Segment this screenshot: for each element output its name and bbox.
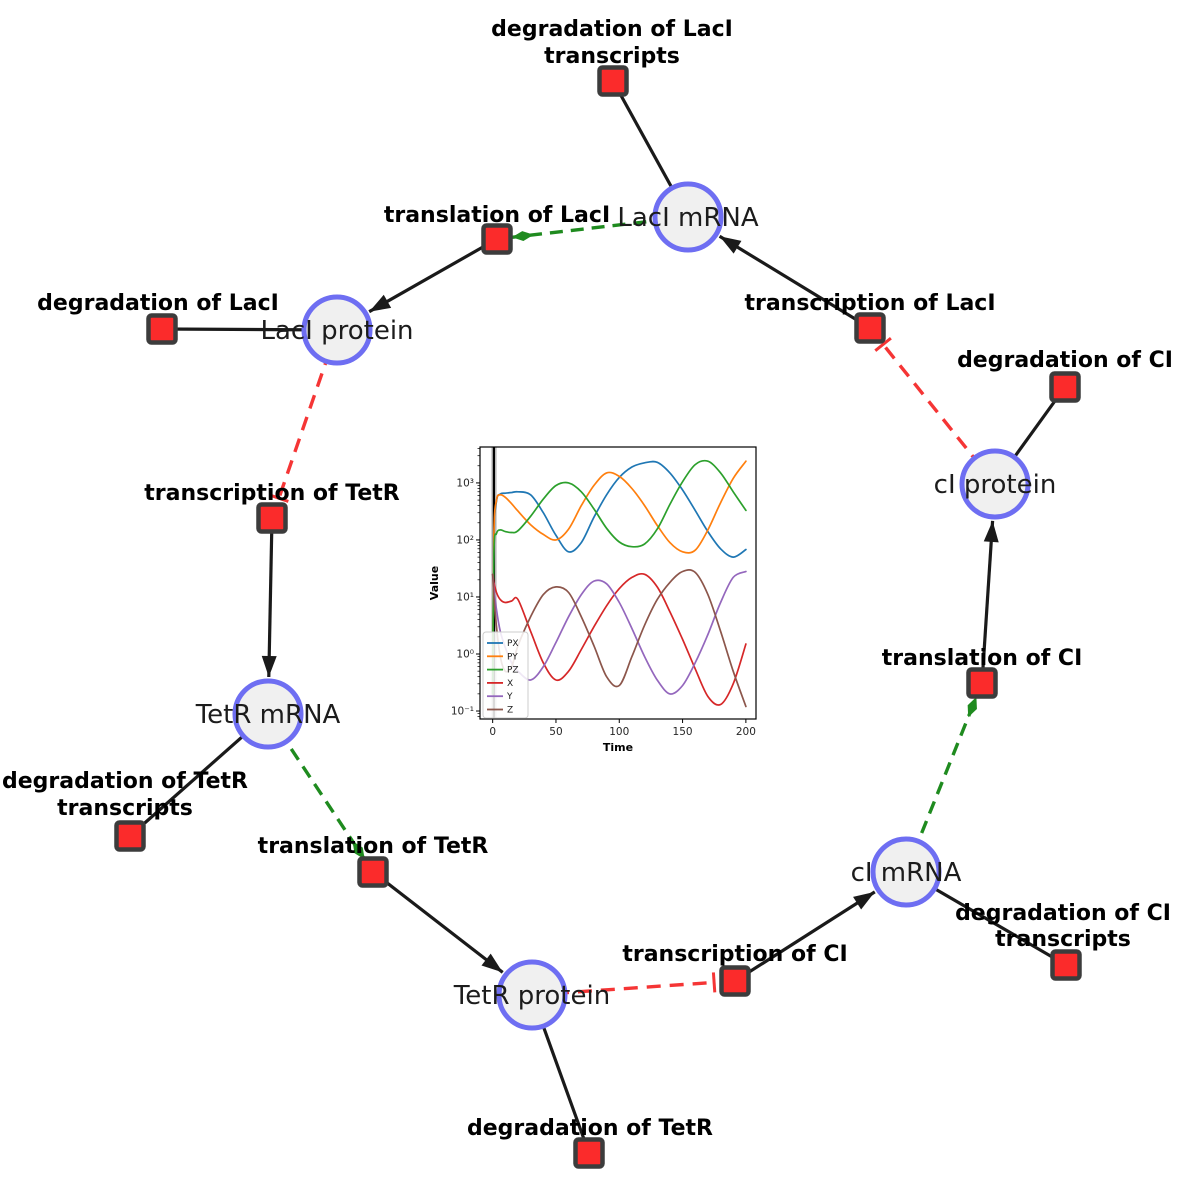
species-node-tetr-protein xyxy=(496,959,568,1031)
series-line-PX xyxy=(491,460,747,695)
legend-label-X: X xyxy=(507,679,513,689)
reaction-node-deg-tetr xyxy=(573,1137,605,1169)
reaction-node-deg-ci-transcripts xyxy=(1050,949,1082,981)
reaction-label-translation-ci: translation of CI xyxy=(882,646,1083,671)
reaction-label-deg-laci: degradation of LacI xyxy=(37,291,279,316)
reaction-node-deg-ci xyxy=(1049,371,1081,403)
species-node-ci-protein xyxy=(959,448,1031,520)
reaction-node-transcription-laci xyxy=(854,312,886,344)
reaction-label-translation-tetr: translation of TetR xyxy=(258,834,489,859)
y-tick-label: 10⁻¹ xyxy=(451,706,474,718)
x-tick-label: 50 xyxy=(549,726,562,738)
reaction-node-transcription-tetr xyxy=(256,502,288,534)
reaction-label-deg-tetr-transcripts-line2: transcripts xyxy=(57,796,193,821)
series-line-PZ xyxy=(491,459,747,695)
plot-generated: 0 50 100 150 200 10⁻¹ 10⁰ 10¹ 10² 10³ PX PY PZ XYZ xyxy=(451,446,757,738)
y-axis-label: Value xyxy=(428,566,441,600)
legend-label-Z: Z xyxy=(507,706,513,716)
edge-translation-tetr--tetr-protein-arrow xyxy=(372,870,504,974)
labels-layer: degradation of LacI transcripts translat… xyxy=(2,17,1173,1141)
species-node-laci-mrna xyxy=(652,181,724,253)
x-axis-label: Time xyxy=(603,741,633,754)
legend-label-PX: PX xyxy=(507,639,519,649)
species-label-laci-protein: LacI protein xyxy=(260,316,413,346)
inset-plot-svg: 0 50 100 150 200 10⁻¹ 10⁰ 10¹ 10² 10³ PX PY PZ XYZ Ti… xyxy=(428,446,757,754)
timeseries-inset-chart: 0 50 100 150 200 10⁻¹ 10⁰ 10¹ 10² 10³ PX PY PZ X Y Z Ti… xyxy=(425,438,765,768)
reaction-node-transcription-ci xyxy=(719,965,751,997)
reaction-node-translation-laci xyxy=(481,223,513,255)
species-label-tetr-protein: TetR protein xyxy=(453,981,610,1011)
species-label-ci-mrna: cI mRNA xyxy=(851,858,962,888)
y-tick-label: 10⁰ xyxy=(456,648,474,660)
x-tick-label: 150 xyxy=(673,726,693,738)
edge-transcription-tetr--tetr-mrna-arrow xyxy=(261,517,277,678)
edge-translation-laci--laci-protein-arrow xyxy=(368,237,498,314)
series-line-X xyxy=(491,572,747,706)
reaction-label-transcription-laci: transcription of LacI xyxy=(744,291,995,316)
reaction-label-transcription-tetr: transcription of TetR xyxy=(144,481,400,506)
species-node-tetr-mrna xyxy=(232,678,304,750)
x-tick-label: 0 xyxy=(489,726,496,738)
reaction-node-deg-laci xyxy=(146,313,178,345)
reaction-nodes-layer xyxy=(114,65,1082,1169)
reaction-node-translation-ci xyxy=(966,667,998,699)
edge-transcription-laci--laci-mrna-arrow xyxy=(718,234,871,330)
reaction-label-deg-ci: degradation of CI xyxy=(957,348,1173,373)
edge-translation-ci--ci-protein-arrow xyxy=(980,520,999,684)
species-label-laci-mrna: LacI mRNA xyxy=(617,203,758,233)
reaction-label-deg-ci-transcripts-line1: degradation of CI xyxy=(955,901,1171,926)
x-tick-label: 100 xyxy=(609,726,629,738)
species-node-ci-mrna xyxy=(870,836,942,908)
legend-box xyxy=(482,631,529,719)
y-tick-label: 10¹ xyxy=(456,591,474,603)
legend-label-Y: Y xyxy=(506,692,513,702)
species-label-tetr-mrna: TetR mRNA xyxy=(195,700,341,730)
reaction-label-deg-ci-transcripts-line2: transcripts xyxy=(995,927,1131,952)
x-tick-label: 200 xyxy=(736,726,756,738)
series-line-Z xyxy=(491,569,747,708)
legend-label-PY: PY xyxy=(507,652,518,662)
reaction-node-translation-tetr xyxy=(357,856,389,888)
reaction-label-deg-tetr: degradation of TetR xyxy=(467,1116,713,1141)
plot-box xyxy=(479,446,757,720)
species-node-laci-protein xyxy=(301,294,373,366)
series-line-PY xyxy=(491,460,747,695)
reaction-label-transcription-ci: transcription of CI xyxy=(622,942,847,967)
reaction-label-deg-laci-transcripts-line1: degradation of LacI xyxy=(491,17,733,42)
reaction-node-deg-tetr-transcripts xyxy=(114,820,146,852)
y-tick-label: 10³ xyxy=(456,477,474,489)
y-tick-label: 10² xyxy=(456,534,474,546)
reaction-label-deg-laci-transcripts-line2: transcripts xyxy=(544,44,680,69)
species-nodes-layer xyxy=(232,181,1031,1031)
species-label-ci-protein: cI protein xyxy=(934,470,1057,500)
reaction-node-deg-laci-transcripts xyxy=(597,65,629,97)
reaction-label-deg-tetr-transcripts-line1: degradation of TetR xyxy=(2,769,248,794)
legend-label-PZ: PZ xyxy=(507,666,519,676)
reaction-label-translation-laci: translation of LacI xyxy=(384,203,610,228)
edge-transcription-ci--ci-mrna-arrow xyxy=(734,890,876,983)
